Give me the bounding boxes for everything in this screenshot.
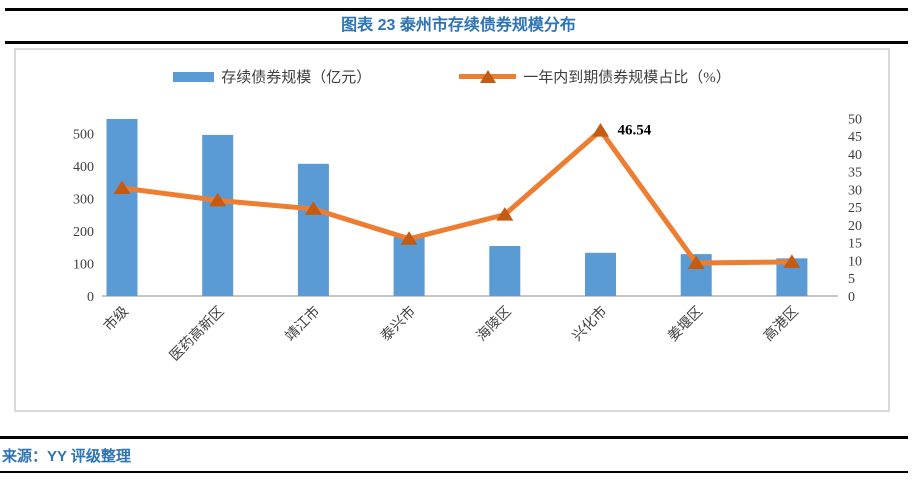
line-series (121, 126, 792, 266)
category-label-1: 医药高新区 (166, 303, 228, 365)
category-label-4: 海陵区 (474, 304, 515, 345)
line-marker-4 (496, 207, 514, 221)
right-axis-tick-2: 10 (848, 254, 862, 269)
category-label-6: 姜堰区 (665, 304, 706, 345)
chart-legend: 存续债券规模（亿元） 一年内到期债券规模占比（%） (16, 66, 888, 87)
right-axis-tick-8: 40 (848, 148, 862, 163)
right-axis-tick-9: 45 (848, 130, 862, 145)
category-label-3: 泰兴市 (377, 303, 419, 345)
right-axis-tick-10: 50 (848, 112, 862, 127)
category-label-5: 兴化市 (569, 303, 611, 345)
data-label-0: 46.54 (618, 123, 652, 139)
line-marker-1 (209, 192, 227, 207)
bar-series-swatch-icon (173, 71, 215, 82)
left-axis-tick-3: 300 (73, 193, 94, 208)
left-axis-tick-2: 200 (73, 225, 94, 240)
left-axis-tick-5: 500 (73, 128, 94, 143)
left-axis-tick-0: 0 (87, 290, 94, 305)
right-axis-tick-1: 5 (848, 272, 855, 287)
bar-4 (489, 245, 521, 296)
bar-5 (585, 252, 616, 296)
legend-bar-label: 存续债券规模（亿元） (221, 70, 372, 86)
bar-0 (106, 118, 138, 296)
bar-2 (297, 163, 329, 296)
line-marker-6 (687, 255, 705, 269)
footer-bottom-rule (0, 471, 908, 473)
chart-svg: 0 100 200 300 400 500 0 5 10 15 20 25 30 35 40 45 50 46.5… (73, 112, 862, 365)
right-axis-tick-3: 15 (848, 237, 862, 252)
line-marker-0 (113, 180, 131, 194)
line-series-swatch-icon (459, 69, 517, 83)
triangle-marker-icon (479, 69, 496, 83)
category-label-7: 高港区 (760, 303, 802, 345)
title-underline-rule (5, 41, 908, 44)
line-marker-2 (304, 201, 322, 215)
category-label-0: 市级 (100, 303, 132, 335)
legend-item-line-series: 一年内到期债券规模占比（%） (459, 66, 731, 87)
line-marker-7 (783, 254, 801, 268)
line-marker-5 (592, 123, 609, 137)
source-line: 来源：YY 评级整理 (2, 448, 131, 465)
right-axis-tick-5: 25 (848, 201, 862, 216)
bar-1 (202, 134, 234, 296)
right-axis-tick-6: 30 (848, 183, 862, 198)
category-label-2: 靖江市 (282, 303, 324, 345)
right-axis-tick-4: 20 (848, 219, 862, 234)
legend-line-label: 一年内到期债券规模占比（%） (523, 70, 731, 86)
left-axis-tick-4: 400 (73, 160, 94, 175)
right-axis-tick-7: 35 (848, 166, 862, 181)
left-axis-tick-1: 100 (73, 258, 94, 273)
line-marker-3 (400, 231, 418, 245)
right-axis-tick-0: 0 (848, 290, 855, 305)
bar-3 (393, 236, 425, 296)
footer-top-rule (0, 436, 908, 439)
chart-title: 图表 23 泰州市存续债券规模分布 (341, 17, 576, 34)
legend-item-bar-series: 存续债券规模（亿元） (173, 66, 371, 87)
top-rule (5, 8, 908, 11)
chart-box: 存续债券规模（亿元） 一年内到期债券规模占比（%） 0 100 200 300 400 5… (14, 48, 890, 412)
